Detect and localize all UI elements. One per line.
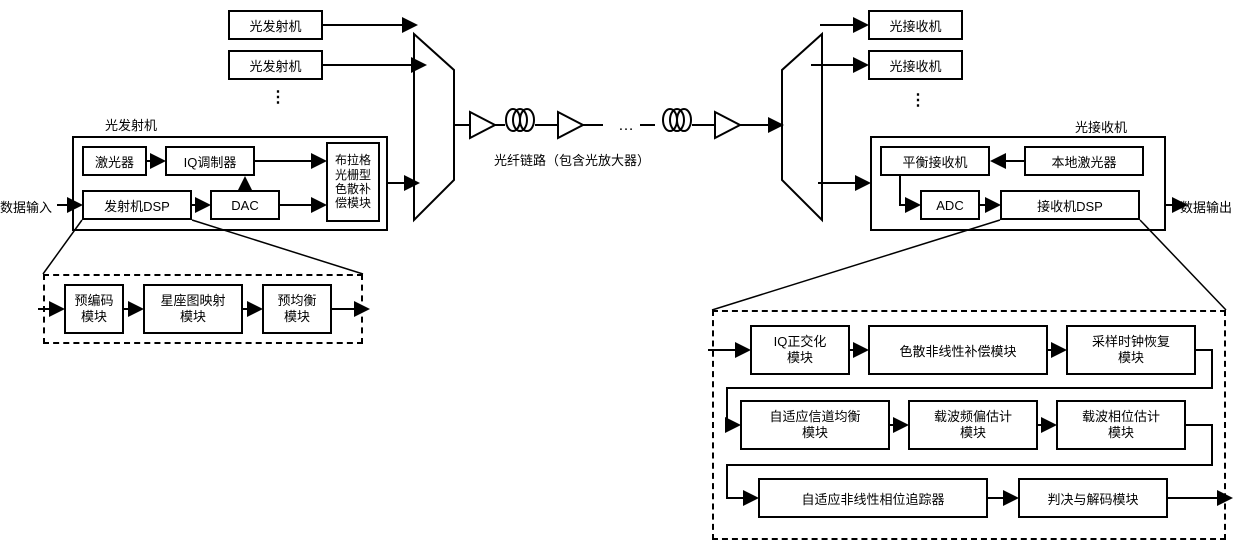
data-in-label: 数据输入 bbox=[0, 197, 52, 216]
iq-modulator: IQ调制器 bbox=[165, 146, 255, 176]
laser-label: 激光器 bbox=[95, 152, 134, 171]
decision: 判决与解码模块 bbox=[1018, 478, 1168, 518]
freq-offset: 载波频偏估计 模块 bbox=[908, 400, 1038, 450]
adc-label: ADC bbox=[936, 198, 963, 213]
disp-nl-comp-label: 色散非线性补偿模块 bbox=[899, 341, 1016, 360]
disp-nl-comp: 色散非线性补偿模块 bbox=[868, 325, 1048, 375]
bragg: 布拉格 光栅型 色散补 偿模块 bbox=[326, 142, 380, 222]
precode-label: 预编码 模块 bbox=[74, 293, 113, 324]
preeq-label: 预均衡 模块 bbox=[277, 293, 316, 324]
rx-dsp: 接收机DSP bbox=[1000, 190, 1140, 220]
iq-ortho-label: IQ正交化 模块 bbox=[774, 334, 827, 365]
rx-block-1-label: 光接收机 bbox=[889, 16, 941, 35]
adc: ADC bbox=[920, 190, 980, 220]
phase-est: 载波相位估计 模块 bbox=[1056, 400, 1186, 450]
dac-label: DAC bbox=[231, 198, 258, 213]
rx-block-1: 光接收机 bbox=[868, 10, 963, 40]
adapt-eq-label: 自适应信道均衡 模块 bbox=[769, 409, 860, 440]
laser: 激光器 bbox=[82, 146, 147, 176]
rx-group-label: 光接收机 bbox=[1075, 117, 1127, 136]
tx-dots: ⋮ bbox=[270, 95, 286, 101]
data-out-label: 数据输出 bbox=[1180, 197, 1232, 216]
precode: 预编码 模块 bbox=[64, 284, 124, 334]
tx-dsp-label: 发射机DSP bbox=[104, 196, 170, 215]
phase-est-label: 载波相位估计 模块 bbox=[1082, 409, 1160, 440]
freq-offset-label: 载波频偏估计 模块 bbox=[934, 409, 1012, 440]
tx-block-2: 光发射机 bbox=[228, 50, 323, 80]
iq-ortho: IQ正交化 模块 bbox=[750, 325, 850, 375]
nl-phase-track: 自适应非线性相位追踪器 bbox=[758, 478, 988, 518]
iq-modulator-label: IQ调制器 bbox=[184, 152, 237, 171]
preeq: 预均衡 模块 bbox=[262, 284, 332, 334]
bragg-label: 布拉格 光栅型 色散补 偿模块 bbox=[335, 153, 371, 211]
tx-block-2-label: 光发射机 bbox=[249, 56, 301, 75]
constellation: 星座图映射 模块 bbox=[143, 284, 243, 334]
sample-clk-label: 采样时钟恢复 模块 bbox=[1092, 334, 1170, 365]
demux-label: 解复用器 bbox=[792, 95, 811, 155]
tx-block-1: 光发射机 bbox=[228, 10, 323, 40]
constellation-label: 星座图映射 模块 bbox=[160, 293, 225, 324]
balanced-rx: 平衡接收机 bbox=[880, 146, 990, 176]
rx-block-2: 光接收机 bbox=[868, 50, 963, 80]
dac: DAC bbox=[210, 190, 280, 220]
mux: 复用器 bbox=[420, 60, 450, 190]
link-label: 光纤链路（包含光放大器） bbox=[494, 150, 650, 169]
demux: 解复用器 bbox=[786, 60, 816, 190]
local-laser: 本地激光器 bbox=[1024, 146, 1144, 176]
tx-block-1-label: 光发射机 bbox=[249, 16, 301, 35]
nl-phase-track-label: 自适应非线性相位追踪器 bbox=[801, 489, 944, 508]
mux-label: 复用器 bbox=[426, 103, 445, 148]
rx-dots: ⋮ bbox=[910, 98, 926, 104]
tx-dsp: 发射机DSP bbox=[82, 190, 192, 220]
rx-dsp-label: 接收机DSP bbox=[1037, 196, 1103, 215]
decision-label: 判决与解码模块 bbox=[1047, 489, 1138, 508]
adapt-eq: 自适应信道均衡 模块 bbox=[740, 400, 890, 450]
tx-group-label: 光发射机 bbox=[105, 115, 157, 134]
local-laser-label: 本地激光器 bbox=[1051, 152, 1116, 171]
svg-text:…: … bbox=[618, 117, 634, 134]
balanced-rx-label: 平衡接收机 bbox=[902, 152, 967, 171]
sample-clk: 采样时钟恢复 模块 bbox=[1066, 325, 1196, 375]
rx-block-2-label: 光接收机 bbox=[889, 56, 941, 75]
